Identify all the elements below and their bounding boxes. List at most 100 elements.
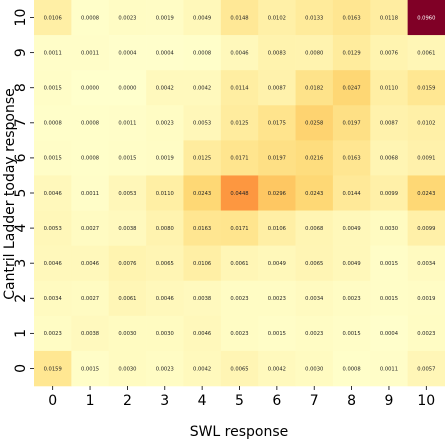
heatmap-cell — [332, 175, 371, 211]
heatmap-cell — [295, 175, 334, 211]
heatmap-cell — [407, 140, 445, 176]
heatmap-cell — [183, 350, 222, 387]
cell-value-label: 0.0099 — [417, 226, 435, 232]
cell-value-label: 0.0011 — [380, 366, 398, 372]
heatmap-cell — [407, 0, 445, 36]
heatmap-cell — [71, 140, 110, 176]
heatmap-cell — [407, 35, 445, 71]
cell-value-label: 0.0015 — [380, 261, 398, 267]
y-tick-label: 2 — [13, 294, 29, 303]
cell-value-label: 0.0015 — [380, 296, 398, 302]
cell-value-label: 0.0159 — [417, 86, 435, 92]
heatmap-cell — [258, 350, 296, 387]
heatmap-cells: 0.0106 0.0008 0.0023 0.0019 0.0049 0.0148 0.01… — [34, 0, 445, 387]
y-tick-label: 7 — [13, 118, 29, 127]
y-axis-label: Cantril Ladder today response — [2, 88, 18, 300]
y-tick-label: 8 — [13, 83, 29, 92]
cell-value-label: 0.0171 — [230, 226, 248, 232]
cell-value-label: 0.0053 — [118, 191, 136, 197]
cell-value-label: 0.0046 — [44, 191, 62, 197]
cell-value-label: 0.0023 — [268, 296, 286, 302]
heatmap-cell — [34, 140, 72, 176]
cell-value-label: 0.0034 — [305, 296, 324, 302]
heatmap-cell — [108, 70, 147, 106]
cell-value-label: 0.0296 — [268, 191, 286, 197]
heatmap-cell — [108, 210, 147, 246]
x-tick-label: 9 — [384, 393, 393, 409]
cell-value-label: 0.0118 — [380, 15, 398, 21]
heatmap-cell — [183, 140, 222, 176]
heatmap-cell — [258, 210, 296, 246]
y-tick-label: 4 — [13, 224, 29, 233]
cell-value-label: 0.0065 — [230, 366, 248, 372]
cell-value-label: 0.0076 — [118, 261, 136, 267]
cell-value-label: 0.0080 — [156, 226, 174, 232]
heatmap-cell — [332, 350, 371, 387]
cell-value-label: 0.0247 — [343, 86, 361, 92]
cell-value-label: 0.0182 — [305, 86, 323, 92]
heatmap-cell — [34, 210, 72, 246]
cell-value-label: 0.0038 — [118, 226, 136, 232]
cell-value-label: 0.0102 — [417, 121, 435, 127]
heatmap-cell — [220, 70, 259, 106]
cell-value-label: 0.0110 — [156, 191, 174, 197]
heatmap-cell — [71, 315, 110, 352]
heatmap-cell — [370, 140, 408, 176]
cell-value-label: 0.0175 — [268, 121, 286, 127]
cell-value-label: 0.0023 — [230, 331, 248, 337]
y-tick-label: 6 — [13, 153, 29, 162]
y-tick-label: 1 — [13, 329, 29, 338]
heatmap-cell — [146, 35, 184, 71]
heatmap-cell — [108, 245, 147, 282]
heatmap-cell — [295, 280, 334, 317]
x-tick-label: 3 — [160, 393, 169, 409]
heatmap-cell — [34, 280, 72, 317]
cell-value-label: 0.0008 — [81, 156, 99, 162]
heatmap-cell — [34, 35, 72, 71]
heatmap-cell — [71, 105, 110, 141]
cell-value-label: 0.0015 — [343, 331, 361, 337]
heatmap-cell — [258, 0, 296, 36]
cell-value-label: 0.0099 — [380, 191, 398, 197]
cell-value-label: 0.0008 — [81, 121, 99, 127]
cell-value-label: 0.0258 — [305, 121, 323, 127]
heatmap-cell — [332, 315, 371, 352]
heatmap-cell — [258, 105, 296, 141]
cell-value-label: 0.0038 — [81, 331, 99, 337]
cell-value-label: 0.0042 — [193, 86, 211, 92]
heatmap-cell — [108, 350, 147, 387]
heatmap-cell — [370, 0, 408, 36]
heatmap-cell — [295, 0, 334, 36]
heatmap-cell — [220, 210, 259, 246]
cell-value-label: 0.0046 — [230, 50, 248, 56]
heatmap-cell — [220, 175, 259, 211]
heatmap-cell — [295, 35, 334, 71]
heatmap-cell — [295, 245, 334, 282]
heatmap-cell — [220, 245, 259, 282]
heatmap-cell — [370, 210, 408, 246]
cell-value-label: 0.0053 — [44, 226, 62, 232]
cell-value-label: 0.0053 — [193, 121, 211, 127]
heatmap-cell — [71, 350, 110, 387]
cell-value-label: 0.0023 — [118, 15, 136, 21]
cell-value-label: 0.0068 — [380, 156, 398, 162]
x-axis-ticks: 0 1 2 3 4 5 6 7 8 9 10 — [48, 386, 435, 409]
heatmap-cell — [332, 35, 371, 71]
heatmap-cell — [108, 175, 147, 211]
x-axis-label: SWL response — [190, 424, 289, 440]
cell-value-label: 0.0197 — [343, 121, 361, 127]
heatmap-cell — [332, 280, 371, 317]
heatmap-cell — [71, 280, 110, 317]
heatmap-cell — [183, 70, 222, 106]
heatmap-cell — [370, 315, 408, 352]
cell-value-label: 0.0091 — [417, 156, 435, 162]
x-tick-label: 10 — [417, 393, 435, 409]
heatmap-cell — [295, 350, 334, 387]
heatmap-cell — [370, 245, 408, 282]
x-tick-label: 8 — [347, 393, 356, 409]
cell-value-label: 0.0129 — [343, 50, 361, 56]
heatmap-cell — [108, 140, 147, 176]
y-tick-label: 10 — [13, 9, 29, 27]
cell-value-label: 0.0083 — [268, 50, 286, 56]
heatmap-cell — [34, 0, 72, 36]
